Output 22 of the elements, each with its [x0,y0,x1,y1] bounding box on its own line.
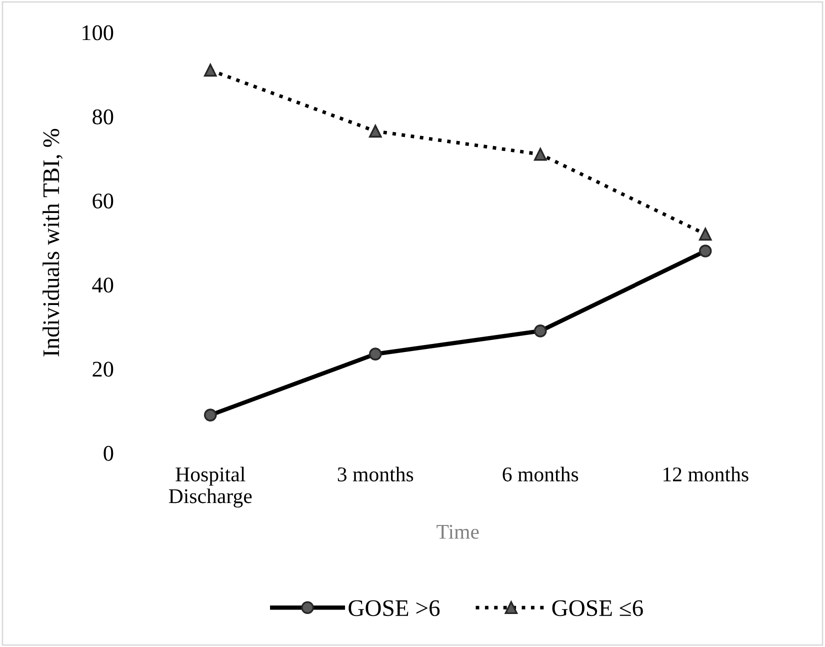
point [204,64,217,77]
x-axis-title: Time [436,524,479,539]
y-axis-title: Individuals with TBI, % [42,128,63,356]
point [368,348,382,360]
x-tick-label: 6 months [502,466,578,482]
y-tick-label: 20 [92,362,114,377]
point [204,408,217,422]
legend-label: GOSE >6 [348,600,440,616]
point [534,148,547,161]
x-tick-label: Hospital Discharge [168,466,252,508]
y-tick-label: 80 [92,109,114,124]
x-tick-label: 12 months [664,466,748,482]
point [698,228,712,241]
x-tick-label: 3 months [338,466,414,482]
point [368,124,382,138]
y-tick-label: 0 [104,446,114,461]
legend-label: GOSE ≤6 [552,600,643,616]
y-tick-label: 40 [92,278,114,293]
point [698,244,712,258]
point [534,324,547,338]
y-tick-label: 60 [92,194,114,208]
y-tick-label: 100 [82,25,114,40]
